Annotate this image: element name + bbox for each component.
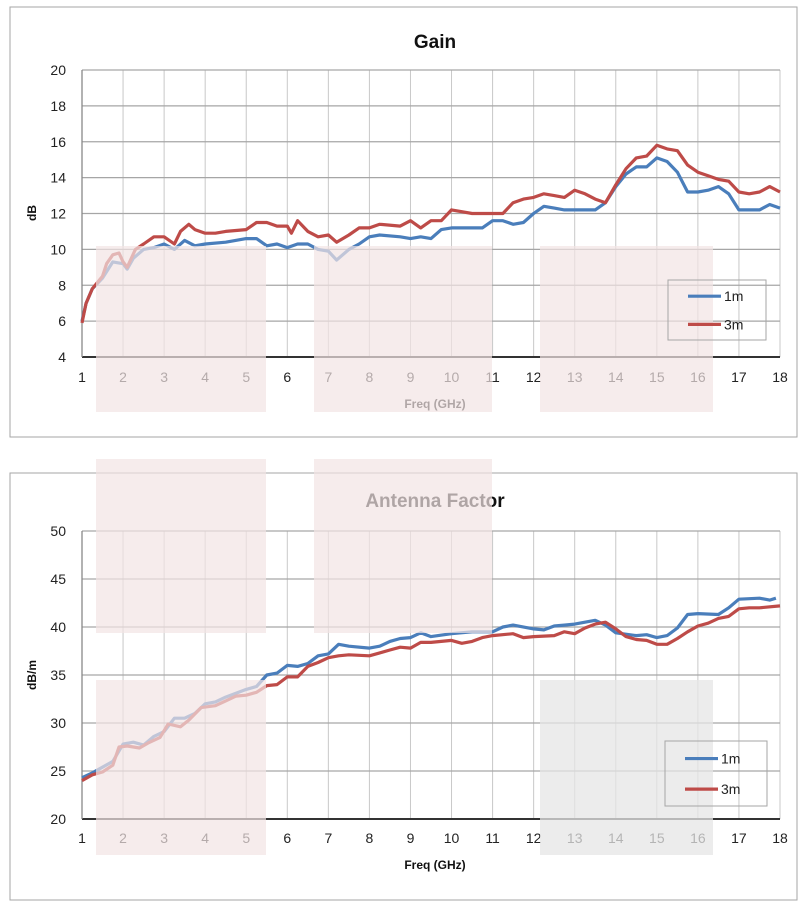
legend-label: 3m <box>721 781 740 797</box>
y-tick-label: 8 <box>58 277 66 293</box>
y-tick-label: 30 <box>50 715 66 731</box>
y-tick-label: 4 <box>58 349 66 365</box>
y-tick-label: 18 <box>50 98 66 114</box>
y-tick-label: 10 <box>50 241 66 257</box>
y-tick-label: 16 <box>50 134 66 150</box>
y-tick-label: 45 <box>50 571 66 587</box>
series-line-3m <box>80 143 781 324</box>
shaded-overlay <box>540 680 713 855</box>
shaded-overlay <box>540 246 713 412</box>
legend-box <box>664 740 768 807</box>
y-axis-label: dB <box>25 205 39 221</box>
shaded-overlay <box>96 459 266 633</box>
legend-box <box>667 279 767 341</box>
x-tick-label: 12 <box>526 369 542 385</box>
shaded-overlay <box>314 459 492 633</box>
x-axis-label: Freq (GHz) <box>404 858 465 872</box>
x-tick-label: 17 <box>731 830 747 846</box>
legend-label: 3m <box>724 316 743 332</box>
legend-label: 1m <box>724 288 743 304</box>
y-tick-label: 25 <box>50 763 66 779</box>
x-tick-label: 6 <box>283 369 291 385</box>
y-tick-label: 6 <box>58 313 66 329</box>
y-tick-label: 14 <box>50 170 66 186</box>
x-tick-label: 18 <box>772 830 788 846</box>
x-tick-label: 10 <box>444 830 460 846</box>
x-tick-label: 11 <box>485 830 500 846</box>
y-axis-label: dB/m <box>25 660 39 690</box>
shaded-overlay <box>96 246 266 412</box>
x-tick-label: 7 <box>324 830 332 846</box>
shaded-overlay <box>314 246 492 412</box>
shaded-overlay <box>96 680 266 855</box>
x-tick-label: 6 <box>283 830 291 846</box>
x-tick-label: 17 <box>731 369 747 385</box>
y-tick-label: 12 <box>50 206 66 222</box>
y-tick-label: 40 <box>50 619 66 635</box>
legend-label: 1m <box>721 751 740 767</box>
y-tick-label: 35 <box>50 667 66 683</box>
x-tick-label: 12 <box>526 830 542 846</box>
x-tick-label: 1 <box>78 830 86 846</box>
y-tick-label: 20 <box>50 811 66 827</box>
x-tick-label: 18 <box>772 369 788 385</box>
x-tick-label: 9 <box>407 830 415 846</box>
chart-title: Gain <box>414 32 456 53</box>
x-tick-label: 1 <box>78 369 86 385</box>
x-tick-label: 8 <box>366 830 374 846</box>
gain-chart: 1234567891011121314151617184681012141618… <box>9 6 798 438</box>
y-tick-label: 50 <box>50 523 66 539</box>
y-tick-label: 20 <box>50 62 66 78</box>
